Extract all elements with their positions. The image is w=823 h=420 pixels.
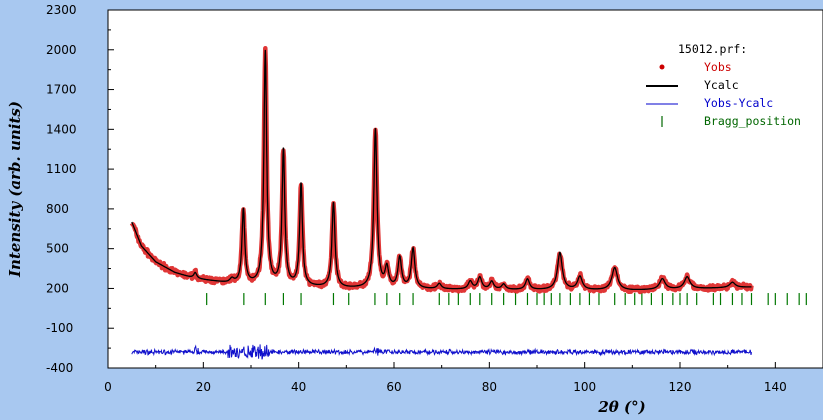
legend-diff-label: Yobs-Ycalc bbox=[704, 96, 773, 110]
x-tick-label-5: 100 bbox=[573, 380, 596, 394]
diff-line bbox=[131, 344, 752, 360]
x-tick-label-3: 60 bbox=[386, 380, 401, 394]
x-tick-label-7: 140 bbox=[764, 380, 787, 394]
x-tick-label-1: 20 bbox=[196, 380, 211, 394]
x-axis-title: 2θ (°) bbox=[597, 398, 645, 416]
y-tick-label-2: 200 bbox=[46, 281, 69, 295]
y-tick-label-6: 1400 bbox=[46, 122, 77, 136]
y-axis-title: Intensity (arb. units) bbox=[6, 101, 24, 278]
x-axis: 0 20 40 60 80 100 120 140 bbox=[104, 362, 787, 394]
legend-ycalc-label: Ycalc bbox=[704, 78, 739, 92]
difference-curve-layer bbox=[131, 344, 752, 360]
x-tick-label-6: 120 bbox=[669, 380, 692, 394]
legend: 15012.prf: Yobs Ycalc Yobs-Ycalc Bragg_p… bbox=[646, 42, 801, 128]
plot-area bbox=[107, 9, 823, 369]
y-tick-label-0: -400 bbox=[46, 361, 73, 375]
y-tick-label-7: 1700 bbox=[46, 83, 77, 97]
x-tick-label-0: 0 bbox=[104, 380, 112, 394]
y-tick-label-8: 2000 bbox=[46, 43, 77, 57]
legend-yobs-label: Yobs bbox=[704, 60, 732, 74]
bragg-ticks-layer bbox=[206, 293, 807, 306]
x-tick-label-4: 80 bbox=[482, 380, 497, 394]
ycalc-line bbox=[131, 49, 752, 291]
legend-yobs-marker bbox=[659, 64, 665, 70]
legend-file-name: 15012.prf: bbox=[678, 42, 747, 56]
calculated-curve-layer bbox=[131, 49, 752, 291]
y-tick-label-4: 800 bbox=[46, 202, 69, 216]
y-axis: -400 -100 200 500 800 1100 1400 1700 2000 2300 bbox=[46, 3, 114, 375]
y-tick-label-3: 500 bbox=[46, 242, 69, 256]
y-tick-label-5: 1100 bbox=[46, 162, 77, 176]
x-tick-label-2: 40 bbox=[291, 380, 306, 394]
legend-bragg-label: Bragg_position bbox=[704, 114, 801, 128]
y-tick-label-1: -100 bbox=[46, 321, 73, 335]
y-tick-label-9: 2300 bbox=[46, 3, 77, 17]
